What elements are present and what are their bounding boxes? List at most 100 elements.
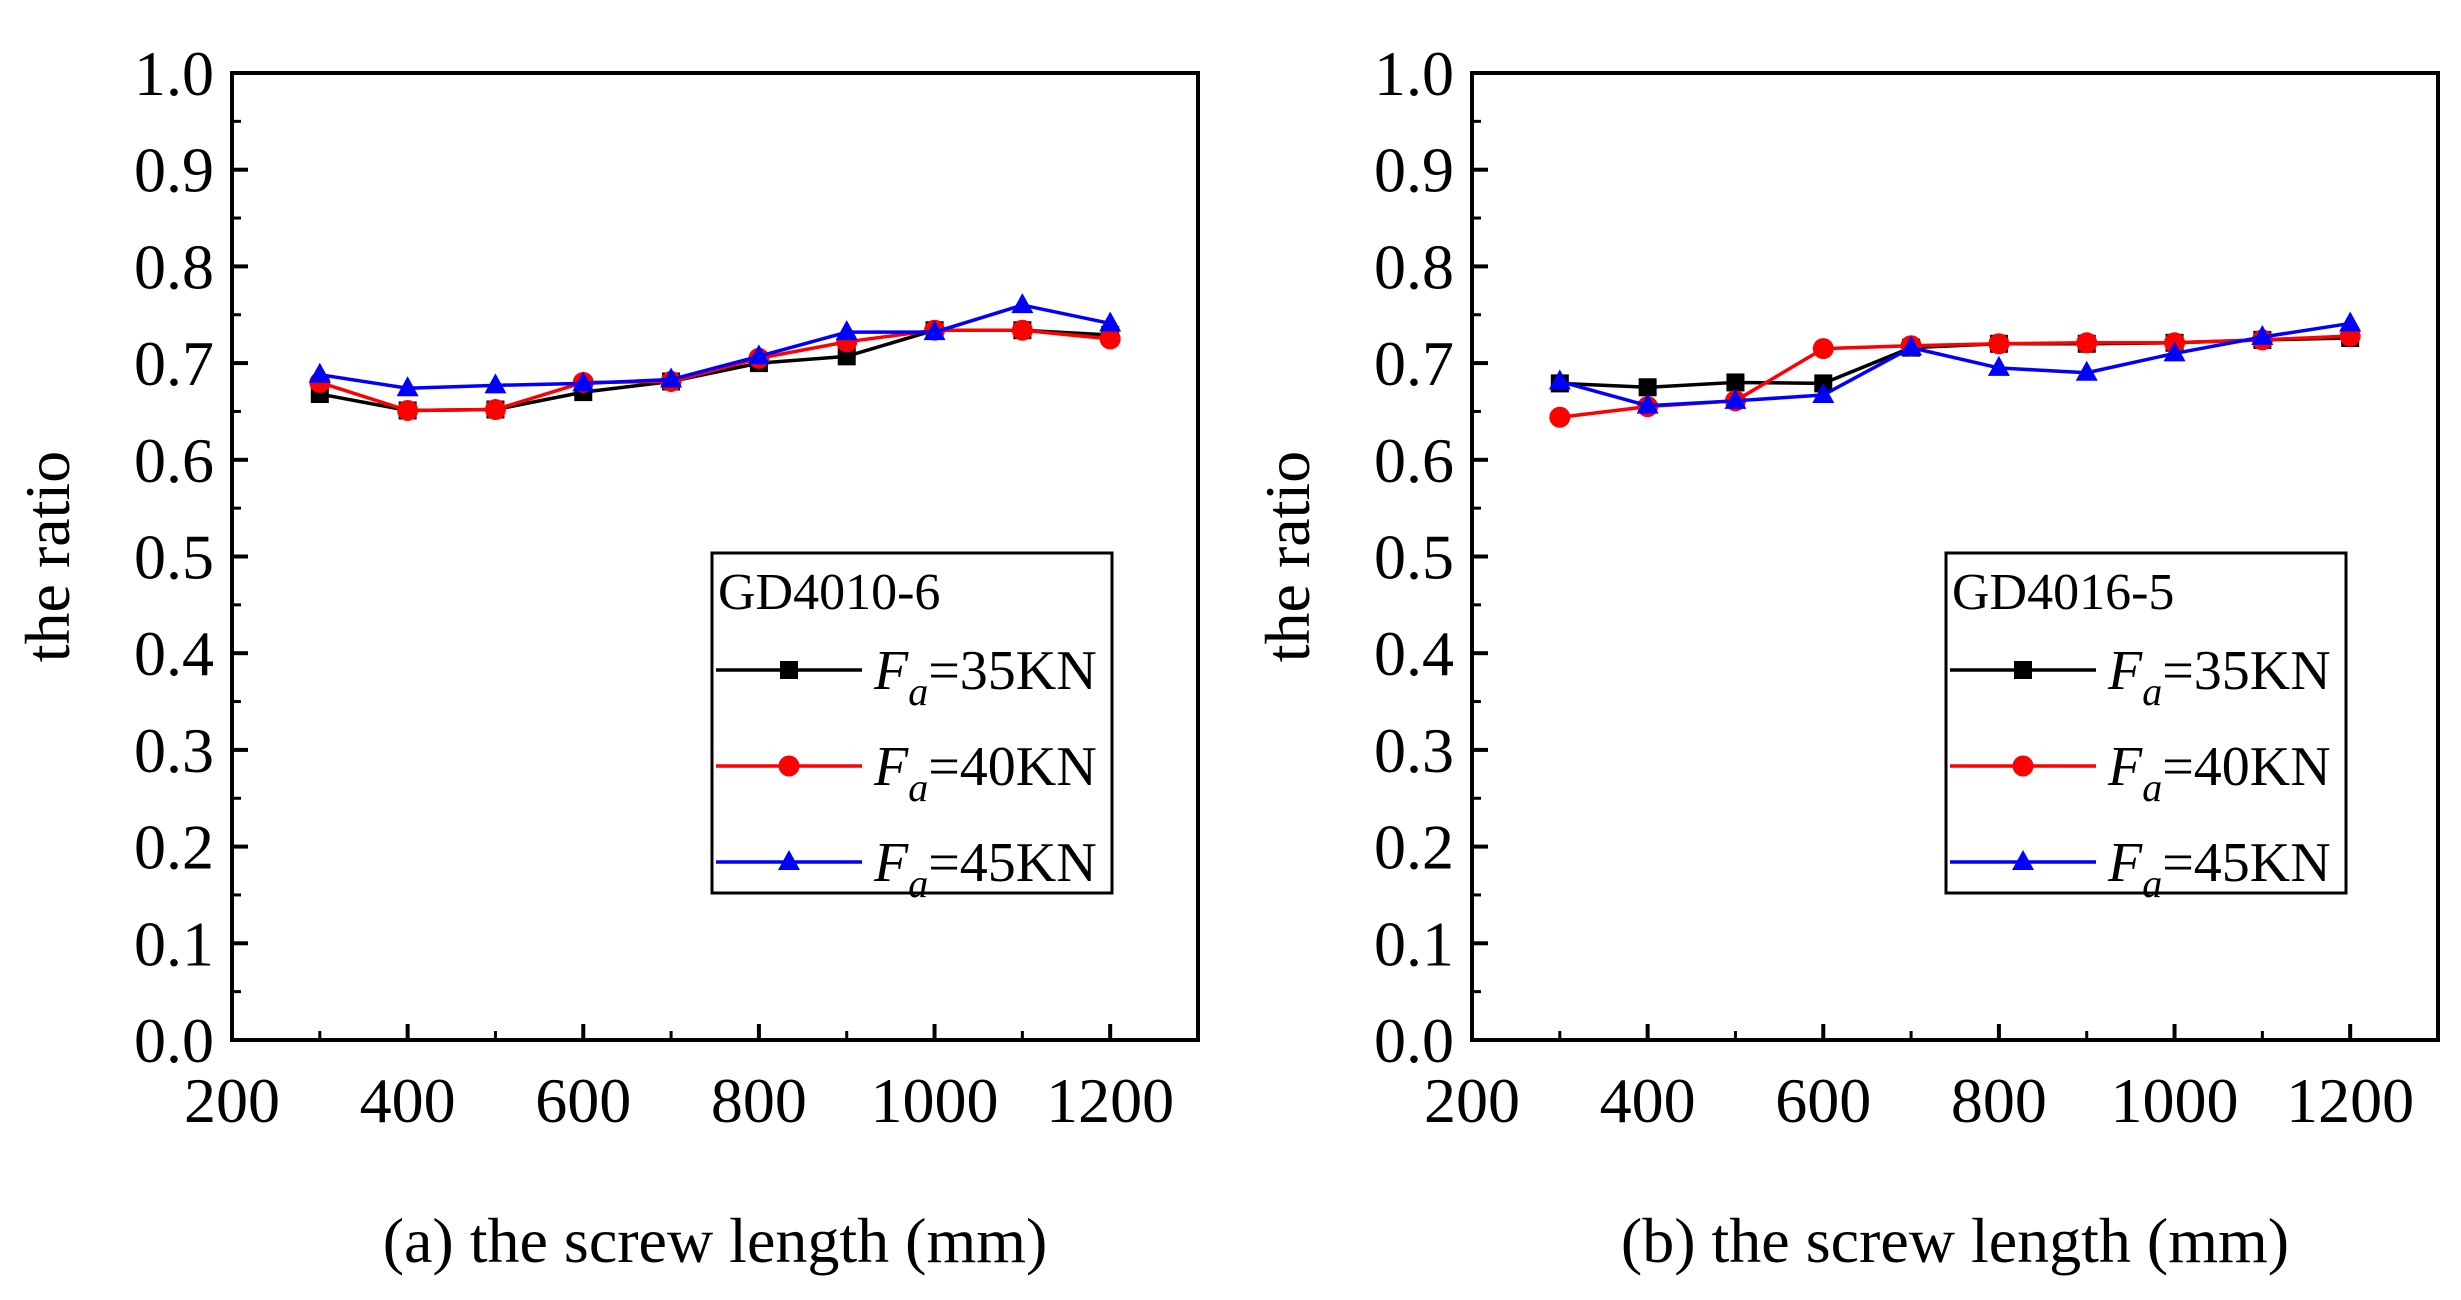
y-tick-label: 0.4 (1374, 618, 1454, 689)
x-tick-label: 1200 (2286, 1065, 2414, 1136)
y-axis-title: the ratio (12, 451, 83, 662)
legend-swatch-marker (2012, 755, 2034, 777)
y-tick-label: 0.3 (134, 715, 214, 786)
data-point (2339, 311, 2362, 332)
legend-item: Fa=40KN (1950, 736, 2331, 810)
x-tick-label: 200 (1424, 1065, 1520, 1136)
y-tick-label: 0.7 (1374, 328, 1454, 399)
data-point (1726, 373, 1745, 392)
chart-panel-b: 200 400 600 800 1000 1200 0.0 0.1 0.2 0.3 0.4 0.5 0.… (1252, 38, 2440, 1276)
y-tick-label: 0.8 (1374, 231, 1454, 302)
data-point (484, 373, 507, 394)
series-3 (308, 293, 1122, 397)
data-point (1724, 388, 1747, 409)
data-point (2163, 341, 2186, 362)
y-tick-label: 0.2 (134, 812, 214, 883)
data-point (1636, 393, 1659, 414)
data-point (572, 371, 595, 392)
legend-box (710, 551, 1114, 895)
y-tick-label: 0.6 (1374, 425, 1454, 496)
data-point (1011, 293, 1034, 314)
data-point (2075, 360, 2098, 381)
data-point (2076, 332, 2098, 354)
y-tick-label: 0.1 (134, 908, 214, 979)
data-point (1549, 406, 1571, 428)
legend: GD4010-6 Fa=35KN Fa=40KN Fa=45KN (710, 551, 1114, 906)
series-line (319, 303, 1111, 390)
data-point (1638, 378, 1657, 397)
data-point (660, 367, 683, 388)
data-point (484, 399, 506, 421)
y-tick-label: 0.6 (134, 425, 214, 496)
data-point (1812, 383, 1835, 404)
data-point (2251, 324, 2274, 345)
chart-panel-a: 200 400 600 800 1000 1200 0.0 0.1 0.2 0.3 0.4 0.5 0.… (12, 38, 1200, 1276)
legend-label: Fa=35KN (2107, 640, 2331, 714)
data-point (923, 320, 946, 341)
series-line (319, 328, 1111, 413)
x-tick-label: 800 (1951, 1065, 2047, 1136)
data-point (835, 320, 858, 341)
legend-label: Fa=45KN (873, 832, 1097, 906)
legend: GD4016-5 Fa=35KN Fa=40KN Fa=45KN (1944, 551, 2348, 906)
y-tick-label: 0.8 (134, 231, 214, 302)
y-tick-label: 0.2 (1374, 812, 1454, 883)
x-axis-title: (a) the screw length (mm) (383, 1205, 1048, 1276)
legend-swatch-marker (778, 755, 800, 777)
legend-item: Fa=35KN (1950, 640, 2331, 714)
data-point (396, 376, 419, 397)
data-point (837, 347, 856, 366)
y-tick-label: 1.0 (1374, 38, 1454, 109)
data-point (1099, 328, 1121, 350)
series-line (1559, 321, 2351, 408)
x-tick-label: 800 (711, 1065, 807, 1136)
legend-label: Fa=40KN (2107, 736, 2331, 810)
x-tick-label: 1000 (2111, 1065, 2239, 1136)
legend-label: Fa=40KN (873, 736, 1097, 810)
data-point (1548, 369, 1571, 390)
x-tick-label: 600 (535, 1065, 631, 1136)
data-point (397, 399, 419, 421)
data-point (1900, 335, 1923, 356)
legend-label: Fa=35KN (873, 640, 1097, 714)
y-tick-label: 1.0 (134, 38, 214, 109)
data-point (1988, 333, 2010, 355)
legend-item: Fa=45KN (716, 832, 1097, 906)
y-tick-label: 0.9 (1374, 135, 1454, 206)
x-tick-label: 400 (360, 1065, 456, 1136)
legend-item: Fa=35KN (716, 640, 1097, 714)
x-tick-label: 200 (184, 1065, 280, 1136)
legend-title: GD4010-6 (718, 564, 940, 621)
legend-label: Fa=45KN (2107, 832, 2331, 906)
data-point (308, 362, 331, 383)
legend-item: Fa=40KN (716, 736, 1097, 810)
data-point (1987, 355, 2010, 376)
y-tick-label: 0.0 (1374, 1005, 1454, 1076)
data-point (1099, 311, 1122, 332)
legend-swatch-marker (2014, 661, 2032, 679)
x-tick-label: 400 (1600, 1065, 1696, 1136)
y-tick-label: 0.1 (1374, 908, 1454, 979)
data-point (1011, 319, 1033, 341)
series-3 (1548, 311, 2362, 414)
y-tick-label: 0.3 (1374, 715, 1454, 786)
legend-item: Fa=45KN (1950, 832, 2331, 906)
legend-swatch-marker (2012, 850, 2034, 870)
y-axis-title: the ratio (1252, 451, 1323, 662)
data-point (1812, 338, 1834, 360)
y-tick-label: 0.0 (134, 1005, 214, 1076)
data-point (747, 344, 770, 365)
x-tick-label: 1200 (1046, 1065, 1174, 1136)
x-tick-label: 600 (1775, 1065, 1871, 1136)
y-tick-label: 0.4 (134, 618, 214, 689)
x-tick-label: 1000 (871, 1065, 999, 1136)
y-tick-label: 0.5 (134, 522, 214, 593)
y-tick-label: 0.5 (1374, 522, 1454, 593)
legend-box (1944, 551, 2348, 895)
legend-swatch-marker (780, 661, 798, 679)
y-tick-label: 0.9 (134, 135, 214, 206)
x-axis-title: (b) the screw length (mm) (1621, 1205, 2289, 1276)
legend-title: GD4016-5 (1952, 564, 2174, 621)
legend-swatch-marker (778, 850, 800, 870)
